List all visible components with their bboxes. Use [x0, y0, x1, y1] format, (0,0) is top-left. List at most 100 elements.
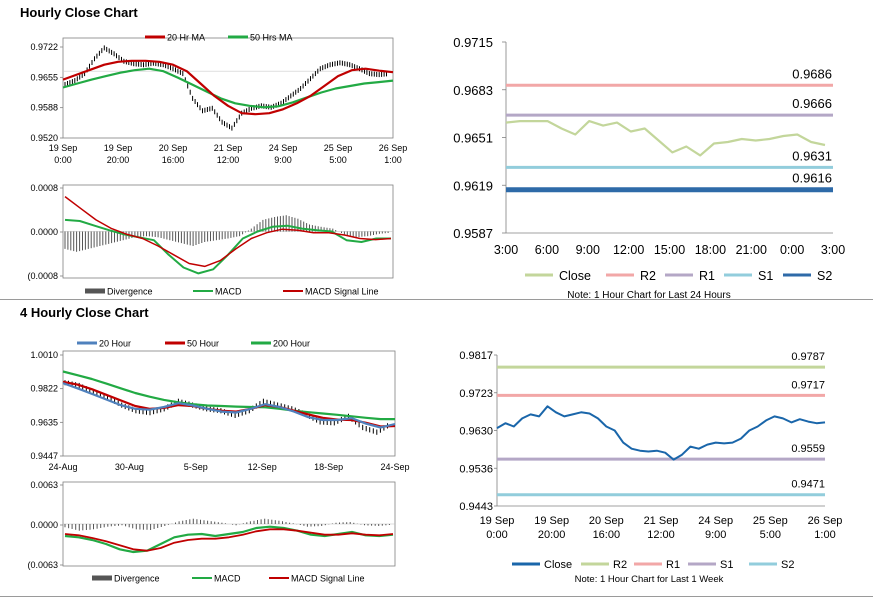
four-hourly-levels-xtick: 19 Sep [534, 515, 569, 527]
hourly-levels-ytick: 0.9587 [453, 226, 493, 241]
hourly-price-ytick: 0.9722 [30, 42, 58, 52]
hourly-price-xtick: 16:00 [162, 155, 185, 165]
section-divider [0, 299, 873, 300]
four-hourly-price-xtick: 30-Aug [115, 462, 144, 472]
hourly-macd-ytick: (0.0008 [27, 271, 58, 281]
four-hourly-levels-xtick: 1:00 [814, 529, 835, 541]
hourly-macd-signal-line [64, 196, 392, 268]
hourly-legend-20ma-label: 20 Hr MA [167, 33, 205, 43]
four-hourly-macd-line [64, 525, 394, 554]
hourly-levels-xtick: 3:00 [821, 243, 845, 257]
four-hourly-price-xtick: 12-Sep [248, 462, 277, 472]
hourly-section-title: Hourly Close Chart [20, 5, 138, 20]
hourly-price-ytick: 0.9520 [30, 133, 58, 143]
hourly-level-r1-label: 0.9666 [792, 96, 832, 111]
hourly-levels-ytick: 0.9715 [453, 35, 493, 50]
hourly-price-xtick: 19 Sep [49, 143, 78, 153]
hourly-20ma-line [62, 59, 394, 116]
hourly-level-s2-label: 0.9616 [792, 171, 832, 186]
four-hourly-levels-xtick: 12:00 [647, 529, 675, 541]
four-hourly-levels-note: Note: 1 Hour Chart for Last 1 Week [575, 574, 724, 585]
hourly-legend-signal-label: MACD Signal Line [305, 287, 379, 297]
hourly-levels-legend-s1-label: S1 [758, 269, 773, 283]
four-hourly-levels-xtick: 20 Sep [589, 515, 624, 527]
hourly-levels-xtick: 21:00 [736, 243, 767, 257]
hourly-levels-legend-r1-label: R1 [699, 269, 715, 283]
four-hourly-levels-ytick: 0.9536 [459, 463, 493, 475]
four-hourly-macd-signal-line [64, 528, 394, 552]
hourly-macd-ytick: 0.0000 [30, 227, 58, 237]
hourly-levels-legend-r2-label: R2 [640, 269, 656, 283]
four-hourly-price-xtick: 24-Aug [48, 462, 77, 472]
four-hourly-levels-ytick: 0.9630 [459, 426, 493, 438]
four-hourly-macd-ytick: 0.0063 [30, 480, 58, 490]
hourly-price-xtick: 26 Sep [379, 143, 408, 153]
four-hourly-levels-xtick: 26 Sep [808, 515, 843, 527]
four-hourly-section-title: 4 Hourly Close Chart [20, 305, 149, 320]
hourly-levels-xtick: 15:00 [654, 243, 685, 257]
four-hourly-levels-xtick: 21 Sep [644, 515, 679, 527]
four-hourly-level-r2-label: 0.9787 [791, 351, 825, 363]
four-hourly-close-line [496, 405, 826, 461]
hourly-macd-line [64, 218, 391, 275]
four-hourly-levels-legend-s1-label: S1 [720, 559, 733, 571]
four-hourly-levels-legend-s2-label: S2 [781, 559, 794, 571]
four-hourly-levels-ytick: 0.9723 [459, 388, 493, 400]
four-hourly-20h-line [62, 382, 396, 429]
four-hourly-legend-macd-label: MACD [214, 574, 241, 584]
bottom-divider [0, 596, 873, 597]
four-hourly-legend-signal-label: MACD Signal Line [291, 574, 365, 584]
hourly-price-xtick: 0:00 [54, 155, 72, 165]
hourly-levels-xtick: 3:00 [494, 243, 518, 257]
four-hourly-level-r1-label: 0.9717 [791, 379, 825, 391]
hourly-close-line [505, 119, 826, 157]
hourly-50ma-line [62, 67, 394, 109]
four-hourly-levels-xtick: 20:00 [538, 529, 566, 541]
four-hourly-price-ytick: 0.9635 [30, 417, 58, 427]
four-hourly-price-ytick: 1.0010 [30, 350, 58, 360]
hourly-price-xtick: 24 Sep [269, 143, 298, 153]
four-hourly-legend-divergence-label: Divergence [114, 574, 160, 584]
four-hourly-levels-legend-r2-label: R2 [613, 559, 627, 571]
hourly-levels-legend-s2-label: S2 [817, 269, 832, 283]
hourly-levels-ytick: 0.9619 [453, 178, 493, 193]
hourly-level-s1-label: 0.9631 [792, 148, 832, 163]
hourly-price-xtick: 20 Sep [159, 143, 188, 153]
four-hourly-price-xtick: 18-Sep [314, 462, 343, 472]
hourly-levels-xtick: 9:00 [576, 243, 600, 257]
hourly-price-xtick: 5:00 [329, 155, 347, 165]
four-hourly-legend-20h-label: 20 Hour [99, 339, 131, 349]
four-hourly-legend-200h-label: 200 Hour [273, 339, 310, 349]
four-hourly-levels-legend-r1-label: R1 [666, 559, 680, 571]
hourly-levels-ytick: 0.9651 [453, 131, 493, 146]
hourly-legend-macd-label: MACD [215, 287, 242, 297]
hourly-price-xtick: 20:00 [107, 155, 130, 165]
four-hourly-macd-ytick: 0.0000 [30, 520, 58, 530]
hourly-levels-xtick: 18:00 [695, 243, 726, 257]
four-hourly-price-ytick: 0.9822 [30, 384, 58, 394]
hourly-price-xtick: 12:00 [217, 155, 240, 165]
four-hourly-levels-xtick: 24 Sep [698, 515, 733, 527]
four-hourly-levels-xtick: 9:00 [705, 529, 726, 541]
four-hourly-levels-ytick: 0.9443 [459, 501, 493, 513]
four-hourly-levels-legend-close-label: Close [544, 559, 572, 571]
hourly-levels-ytick: 0.9683 [453, 83, 493, 98]
hourly-price-xtick: 1:00 [384, 155, 402, 165]
hourly-legend-50ma-label: 50 Hrs MA [250, 33, 293, 43]
four-hourly-levels-xtick: 25 Sep [753, 515, 788, 527]
four-hourly-price-xtick: 5-Sep [184, 462, 208, 472]
hourly-macd-ytick: 0.0008 [30, 183, 58, 193]
four-hourly-level-s2-label: 0.9471 [791, 479, 825, 491]
hourly-price-xtick: 19 Sep [104, 143, 133, 153]
four-hourly-legend-50h-label: 50 Hour [187, 339, 219, 349]
four-hourly-levels-ytick: 0.9817 [459, 350, 493, 362]
four-hourly-level-s1-label: 0.9559 [791, 443, 825, 455]
hourly-price-xtick: 9:00 [274, 155, 292, 165]
hourly-levels-xtick: 0:00 [780, 243, 804, 257]
hourly-levels-legend-close-label: Close [559, 269, 591, 283]
hourly-price-ytick: 0.9588 [30, 103, 58, 113]
four-hourly-macd-ytick: (0.0063 [27, 560, 58, 570]
hourly-price-xtick: 21 Sep [214, 143, 243, 153]
hourly-price-xtick: 25 Sep [324, 143, 353, 153]
